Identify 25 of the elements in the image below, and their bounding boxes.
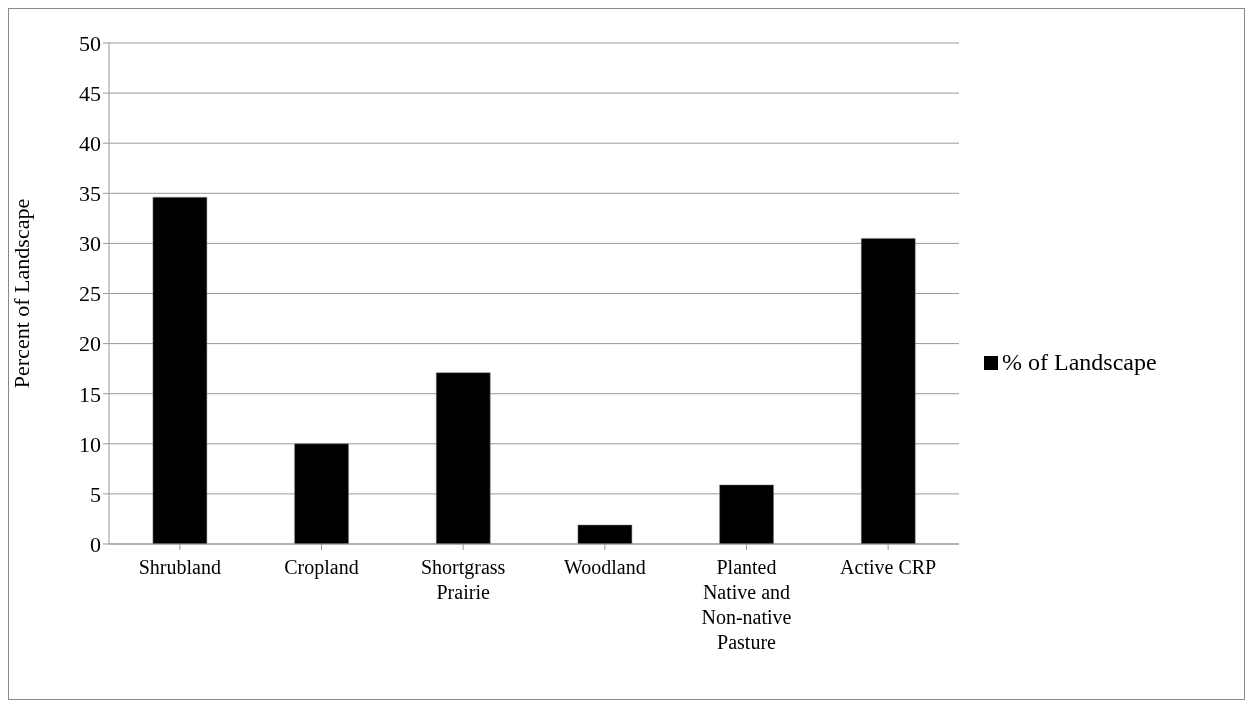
- y-tick-label: 5: [90, 481, 101, 507]
- y-axis-title: Percent of Landscape: [8, 198, 34, 389]
- y-tick-label: 35: [79, 181, 101, 207]
- y-tick-label: 15: [79, 381, 101, 407]
- y-tick-label: 0: [90, 531, 101, 557]
- x-tick-label: Shortgrass Prairie: [420, 556, 506, 603]
- legend-label: % of Landscape: [1002, 349, 1157, 376]
- y-tick-label: 30: [79, 231, 101, 257]
- y-tick-label: 45: [79, 80, 101, 106]
- x-tick-label: Shrubland: [138, 556, 221, 578]
- y-tick-label: 40: [79, 131, 101, 157]
- y-tick-label: 50: [79, 30, 101, 56]
- bar: [294, 443, 349, 544]
- y-tick-label: 10: [79, 431, 101, 457]
- x-tick-label: Active CRP: [840, 556, 937, 578]
- y-tick-label: 25: [79, 281, 101, 307]
- bar: [436, 372, 491, 544]
- bar: [861, 238, 916, 544]
- bar: [577, 524, 633, 544]
- bar: [152, 197, 208, 544]
- y-tick-label: 20: [79, 331, 101, 357]
- x-tick-label: Planted Native and Non-native Pasture: [701, 556, 792, 653]
- bar: [719, 484, 774, 544]
- x-tick-label: Woodland: [563, 556, 646, 578]
- x-tick-label: Cropland: [284, 556, 359, 579]
